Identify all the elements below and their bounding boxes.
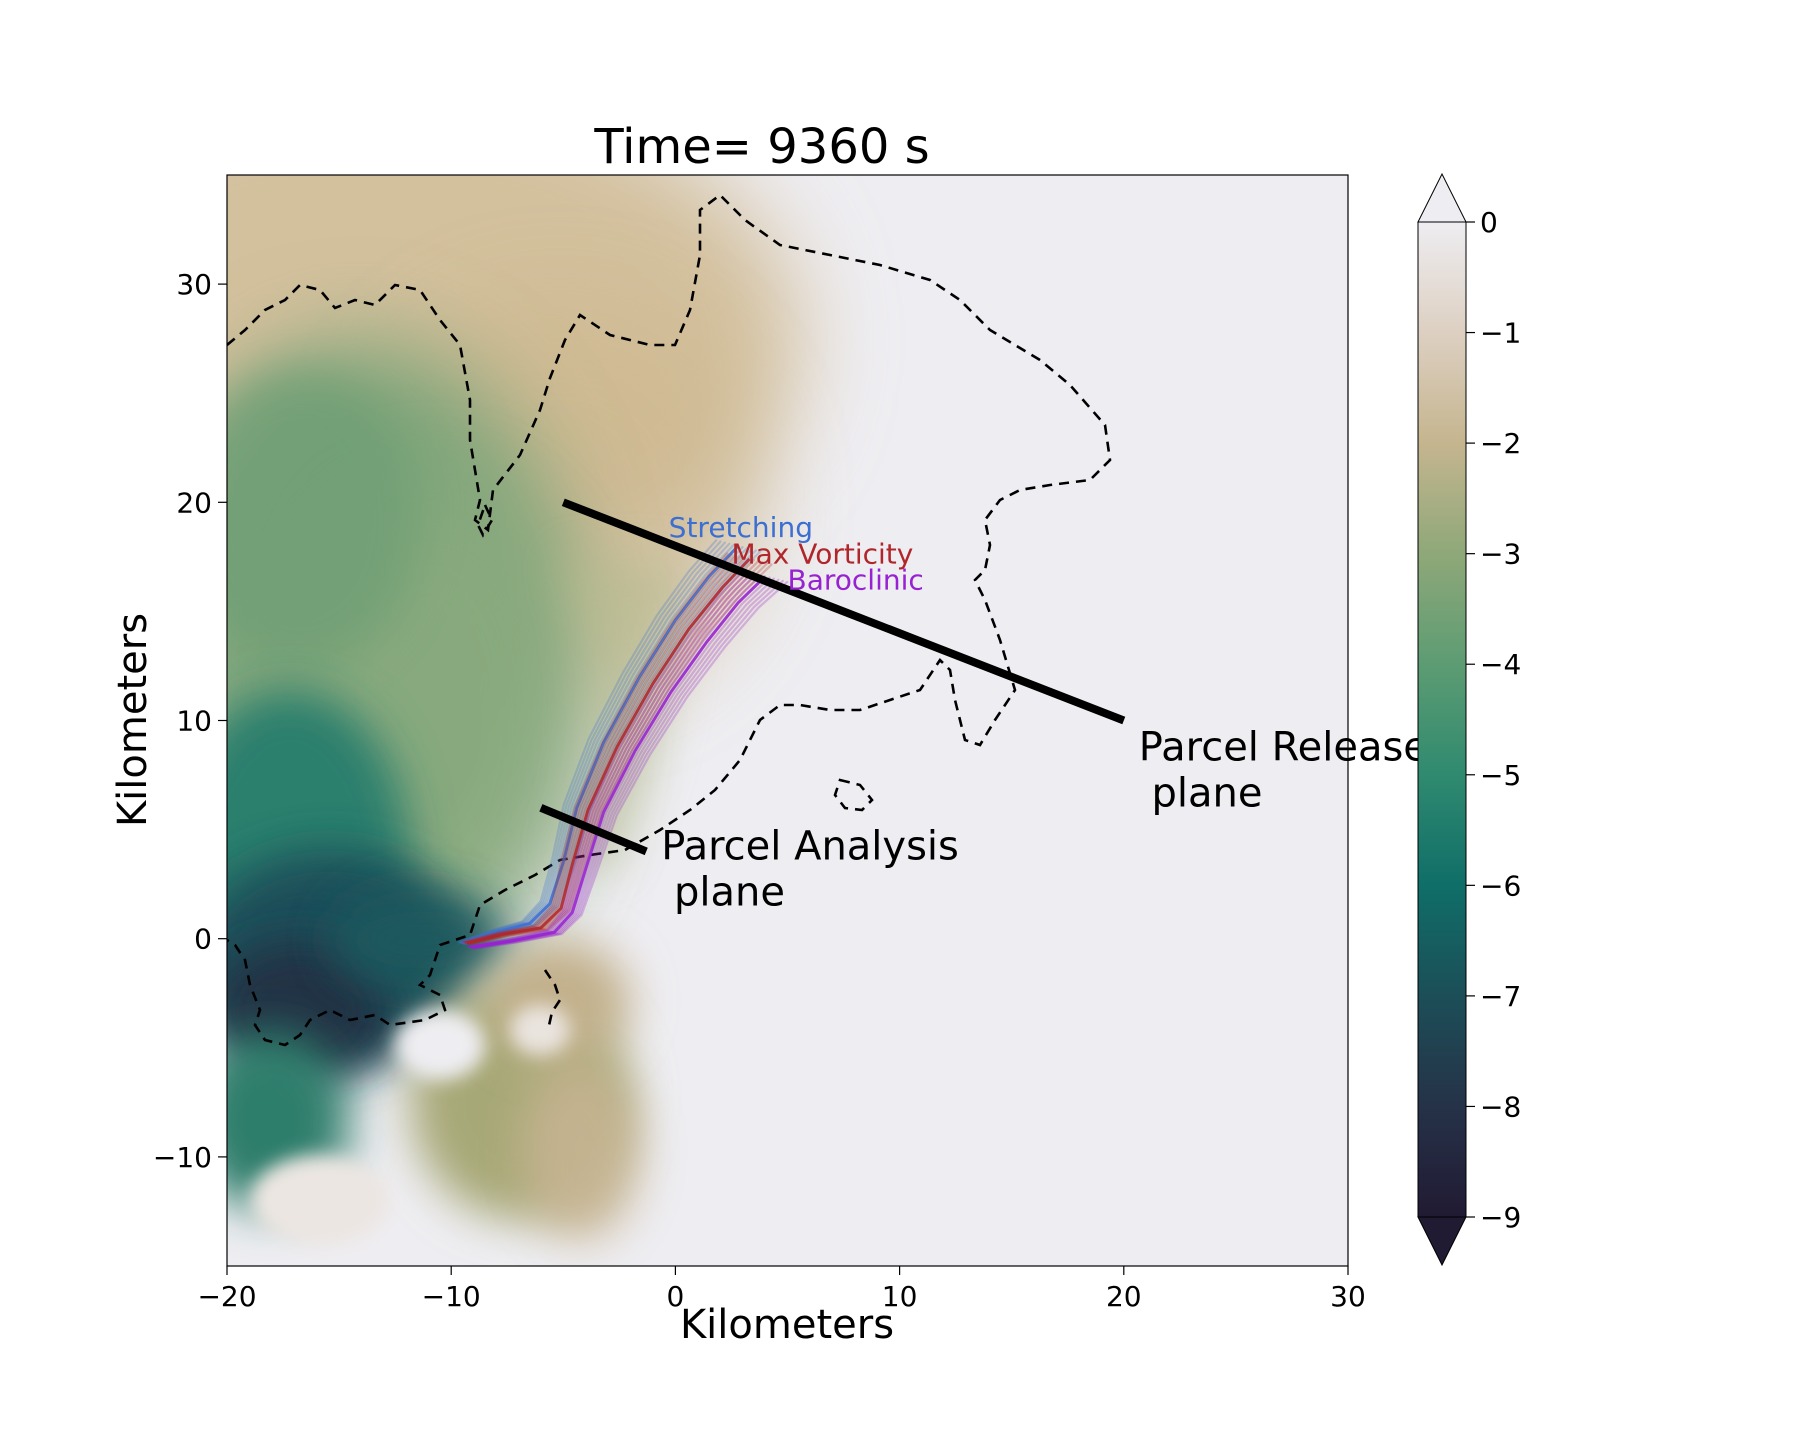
plane-label-line1: Parcel Release	[1139, 725, 1428, 771]
y-axis-ticks: −10 0 10 20 30	[153, 268, 227, 1174]
annotation-baroclinic: Baroclinic	[788, 564, 924, 597]
trajectory-strand	[458, 540, 722, 944]
y-tick-label: 10	[176, 705, 212, 738]
annotation-stretching: Stretching	[669, 511, 813, 544]
x-tick-label: 30	[1330, 1280, 1366, 1313]
x-tick-label: 20	[1106, 1280, 1142, 1313]
colorbar-tick-label: −1	[1480, 317, 1521, 350]
trajectory-strand	[468, 561, 764, 945]
colorbar-tick-label: −9	[1480, 1201, 1521, 1234]
colorbar-tick-label: −4	[1480, 648, 1521, 681]
x-axis-ticks: −20 −10 0 10 20 30	[197, 1266, 1366, 1313]
x-tick-label: 10	[882, 1280, 918, 1313]
trajectory-strand	[467, 571, 749, 948]
plane-label-line1: Parcel Analysis	[661, 823, 959, 869]
trajectory-strand	[457, 539, 718, 944]
plane-label-line2: plane	[661, 869, 785, 915]
trajectory-strand	[466, 569, 745, 948]
y-tick-label: −10	[153, 1141, 212, 1174]
colorbar-tick-label: −2	[1480, 427, 1521, 460]
plane-label-line2: plane	[1139, 771, 1263, 817]
x-tick-label: −20	[197, 1280, 256, 1313]
chart-title: Time= 9360 s	[593, 119, 929, 175]
trajectory-stretching	[461, 544, 740, 945]
trajectory-max-vorticity	[466, 557, 751, 945]
x-tick-label: 0	[666, 1280, 684, 1313]
trajectory-strand	[472, 578, 780, 950]
trajectory-strand	[467, 572, 753, 948]
trajectory-series	[457, 539, 789, 950]
dashed-contours	[227, 193, 1112, 1047]
colorbar-extend-bottom	[1417, 1216, 1467, 1267]
y-tick-label: 0	[194, 923, 212, 956]
colorbar-gradient	[1417, 221, 1467, 1218]
trajectory-strand	[462, 553, 733, 944]
trajectory-baroclinic	[471, 575, 767, 949]
trajectory-strand	[473, 579, 784, 950]
colorbar-tick-label: −3	[1480, 538, 1521, 571]
y-tick-label: 20	[176, 486, 212, 519]
y-axis-label: Kilometers	[110, 613, 156, 827]
colorbar-tick-label: −5	[1480, 759, 1521, 792]
colorbar: 0 −1 −2 −3 −4 −5 −6 −7 −8 −9	[1417, 172, 1521, 1267]
trajectory-strand	[468, 562, 769, 945]
trajectory-strand	[474, 580, 789, 950]
trajectory-strand	[469, 563, 773, 946]
colorbar-tick-label: −6	[1480, 869, 1521, 902]
plane-line-analysis	[539, 804, 648, 856]
trajectory-strand	[461, 552, 729, 944]
colorbar-tick-label: −8	[1480, 1090, 1521, 1123]
trajectory-strand	[459, 541, 726, 944]
x-axis-label: Kilometers	[680, 1302, 894, 1348]
colorbar-tick-label: 0	[1480, 206, 1498, 239]
colorbar-extend-top	[1417, 172, 1467, 223]
y-tick-label: 30	[176, 268, 212, 301]
plane-line-release	[561, 498, 1126, 725]
trajectory-strand	[463, 548, 753, 945]
colorbar-tick-label: −7	[1480, 980, 1521, 1013]
x-tick-label: −10	[422, 1280, 481, 1313]
heatmap-field	[227, 175, 1348, 1266]
trajectory-strand	[463, 554, 738, 944]
annotation-max-vorticity: Max Vorticity	[731, 537, 913, 570]
